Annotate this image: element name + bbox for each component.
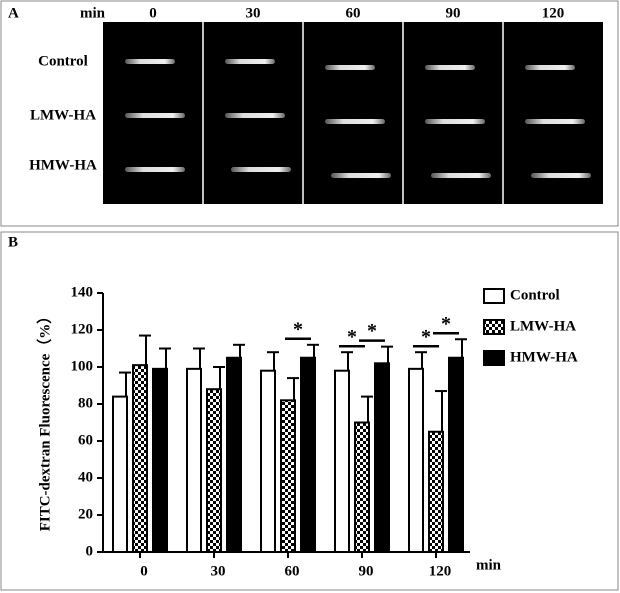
bar (186, 367, 202, 553)
significance-mark: * (347, 326, 357, 348)
vessel-streak (225, 59, 275, 64)
significance-mark: * (441, 313, 451, 335)
panel-b-frame (0, 231, 619, 591)
bar (280, 399, 296, 553)
bar (334, 369, 350, 554)
vessel-streak (531, 173, 591, 178)
legend-swatch (483, 350, 505, 366)
vessel-streak (231, 167, 291, 172)
vessel-streak (331, 173, 391, 178)
y-tick-label: 60 (78, 432, 93, 448)
vessel-streak (525, 119, 585, 124)
legend-label: LMW-HA (510, 318, 576, 334)
bar (206, 388, 222, 554)
vessel-streak (125, 167, 185, 172)
legend-swatch (483, 288, 505, 304)
x-tick-label: 90 (359, 563, 374, 579)
significance-mark: * (421, 326, 431, 348)
bar (260, 369, 276, 554)
column-label: 120 (542, 5, 565, 21)
bar (408, 367, 424, 553)
bar (152, 367, 168, 553)
y-tick-label: 20 (78, 506, 93, 522)
bar (300, 356, 316, 553)
y-tick-label: 80 (78, 395, 93, 411)
row-label: LMW-HA (30, 107, 96, 123)
x-tick-label: 120 (429, 563, 452, 579)
bar (112, 395, 128, 553)
vessel-streak (225, 113, 285, 118)
x-tick-label: 30 (211, 563, 226, 579)
unit-label: min (80, 5, 106, 21)
vessel-streak (325, 65, 375, 70)
vessel-streak (325, 119, 385, 124)
bar (226, 356, 242, 553)
column-label: 60 (346, 5, 361, 21)
panel-label: A (8, 5, 19, 21)
y-axis-label: FITC-dextran Fluorescence（%） (35, 309, 53, 532)
vessel-streak (125, 113, 185, 118)
y-tick-label: 40 (78, 469, 93, 485)
bar (374, 362, 390, 553)
bar (132, 364, 148, 553)
x-tick-label: 60 (285, 563, 300, 579)
vessel-streak (425, 65, 475, 70)
legend-swatch (483, 319, 505, 335)
x-axis-label: min (476, 557, 502, 573)
row-label: Control (38, 53, 88, 69)
panel-a-frame (0, 0, 619, 227)
bar (448, 356, 464, 553)
legend-label: HMW-HA (510, 349, 578, 365)
column-label: 0 (149, 5, 157, 21)
vessel-streak (525, 65, 575, 70)
significance-mark: * (293, 318, 303, 340)
y-tick-label: 0 (86, 543, 94, 559)
y-tick-label: 140 (71, 284, 94, 300)
vessel-streak (431, 173, 491, 178)
y-tick-label: 120 (71, 321, 94, 337)
vessel-streak (125, 59, 175, 64)
row-label: HMW-HA (29, 157, 97, 173)
legend-label: Control (510, 287, 560, 303)
significance-mark: * (367, 320, 377, 342)
column-label: 90 (446, 5, 461, 21)
y-tick-label: 100 (71, 358, 94, 374)
column-label: 30 (246, 5, 261, 21)
panel-label: B (8, 234, 18, 250)
x-tick-label: 0 (140, 563, 148, 579)
vessel-streak (425, 119, 485, 124)
bar (354, 421, 370, 553)
bar (428, 430, 444, 553)
